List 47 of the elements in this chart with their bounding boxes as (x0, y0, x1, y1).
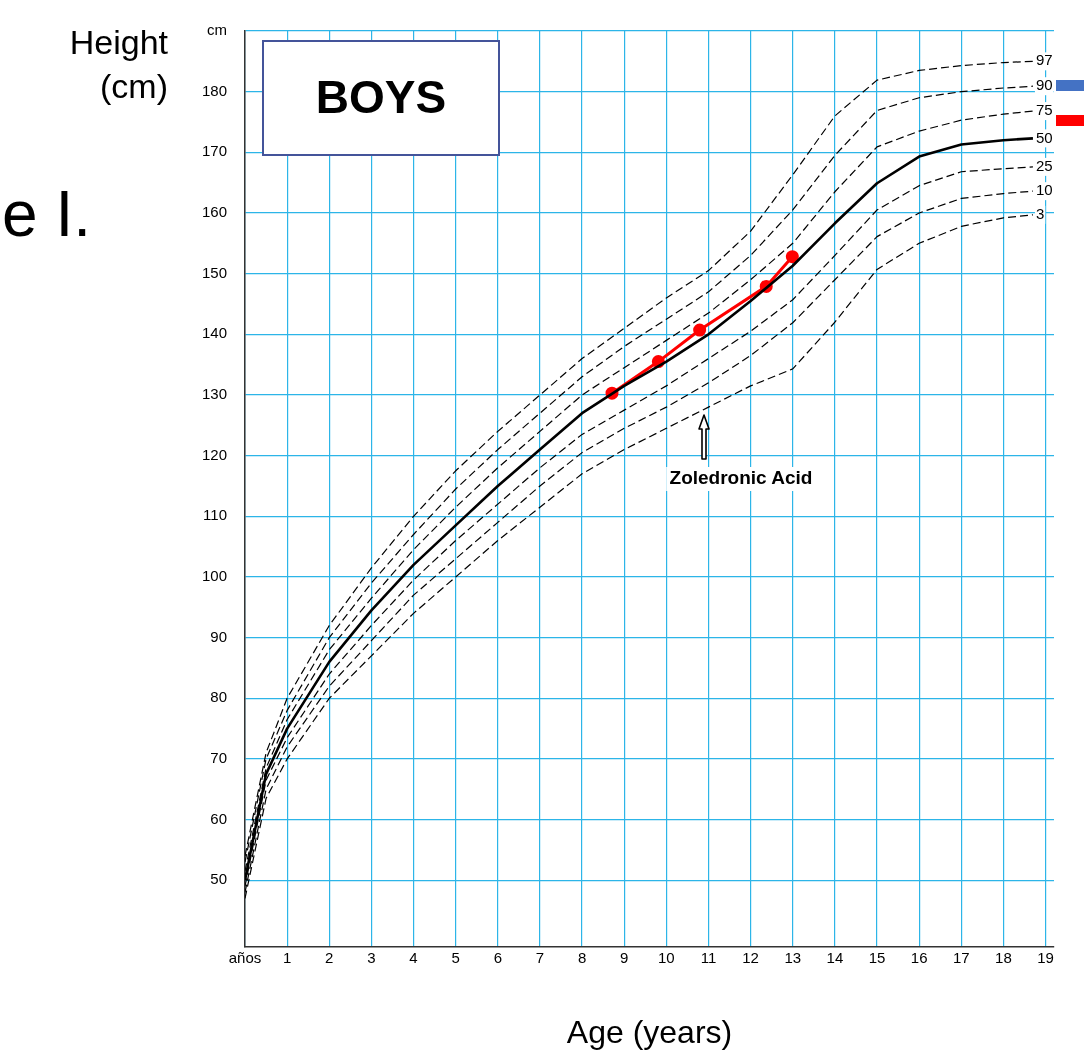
x-axis-title: Age (years) (566, 1013, 733, 1050)
annotation: Zoledronic Acid (669, 467, 813, 489)
text: e I. (2, 178, 91, 250)
x-tick-label: 12 (742, 949, 759, 967)
y-tick-label: 120 (201, 445, 227, 463)
series-label: 50 (1035, 128, 1053, 146)
y-tick-label: 130 (201, 385, 227, 403)
y-tick-label: 70 (210, 749, 227, 767)
x-tick-label: 17 (952, 949, 970, 967)
y-tick-label: 140 (201, 324, 227, 342)
x-tick-label: 19 (1037, 949, 1054, 967)
x-tick-label: 7 (535, 949, 545, 967)
x-tick-label: años (228, 949, 262, 967)
x-tick-label: 6 (493, 949, 502, 967)
y-tick-label: 100 (201, 567, 227, 585)
y-tick-label: 150 (201, 263, 227, 281)
y-tick-label: 170 (201, 142, 227, 160)
x-tick-label: 2 (325, 949, 334, 967)
y-tick-label: 50 (210, 870, 227, 888)
y-tick-label: 80 (210, 688, 227, 706)
x-tick-label: 18 (995, 949, 1012, 967)
x-tick-label: 5 (451, 949, 460, 967)
x-tick-label: 3 (367, 949, 376, 967)
x-tick-label: 15 (868, 949, 886, 967)
y-tick-label: cm (207, 21, 227, 39)
series-label: 75 (1035, 101, 1053, 119)
y-tick-label: 160 (201, 203, 227, 221)
y-tick-label: 110 (203, 506, 227, 524)
text: BOYS (315, 70, 447, 123)
y-tick-label: 180 (201, 81, 227, 99)
series-label: 90 (1035, 76, 1053, 94)
series-label: 25 (1035, 157, 1053, 175)
series-label: 10 (1035, 181, 1053, 199)
x-tick-label: 9 (620, 949, 629, 967)
x-tick-label: 11 (700, 949, 717, 967)
x-tick-label: 10 (658, 949, 675, 967)
x-tick-label: 8 (577, 949, 587, 967)
x-tick-label: 4 (409, 949, 418, 967)
y-tick-label: 60 (210, 809, 227, 827)
y-tick-label: 90 (210, 627, 227, 645)
x-tick-label: 16 (910, 949, 928, 967)
x-tick-label: 14 (826, 949, 844, 967)
x-tick-label: 1 (282, 949, 292, 967)
y-axis-title: Height (cm) (69, 23, 169, 105)
series-label: 97 (1035, 51, 1053, 69)
series-label: 3 (1035, 204, 1045, 222)
x-tick-label: 13 (784, 949, 802, 967)
